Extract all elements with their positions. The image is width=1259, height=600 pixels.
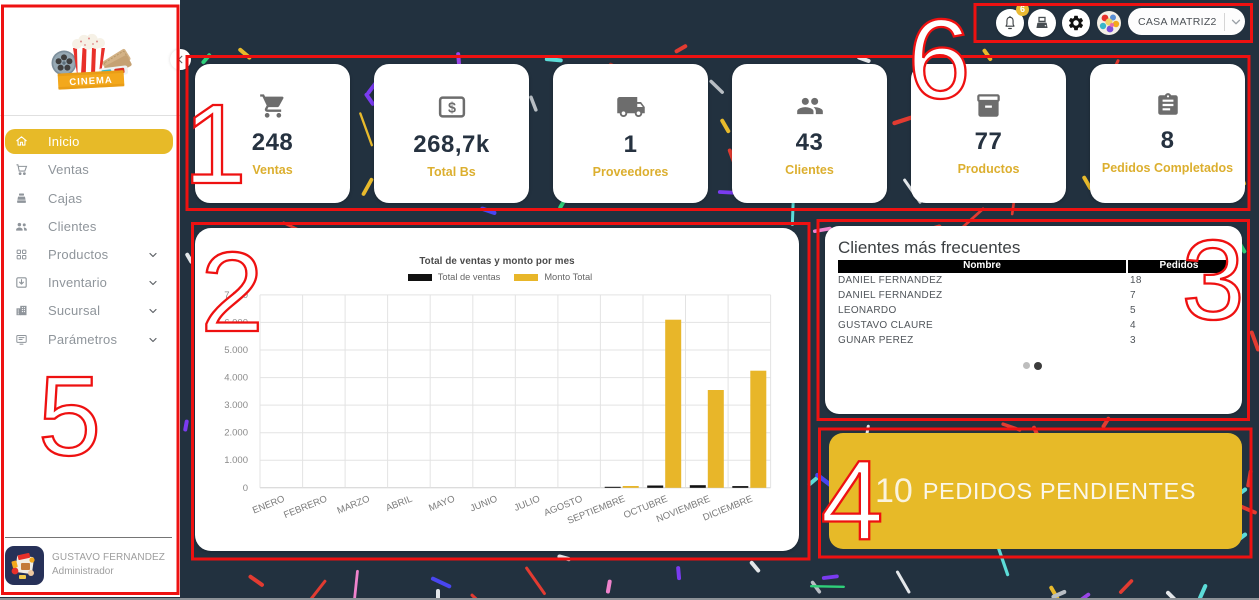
svg-text:CINEMA: CINEMA (69, 75, 113, 88)
svg-text:$: $ (448, 100, 456, 116)
